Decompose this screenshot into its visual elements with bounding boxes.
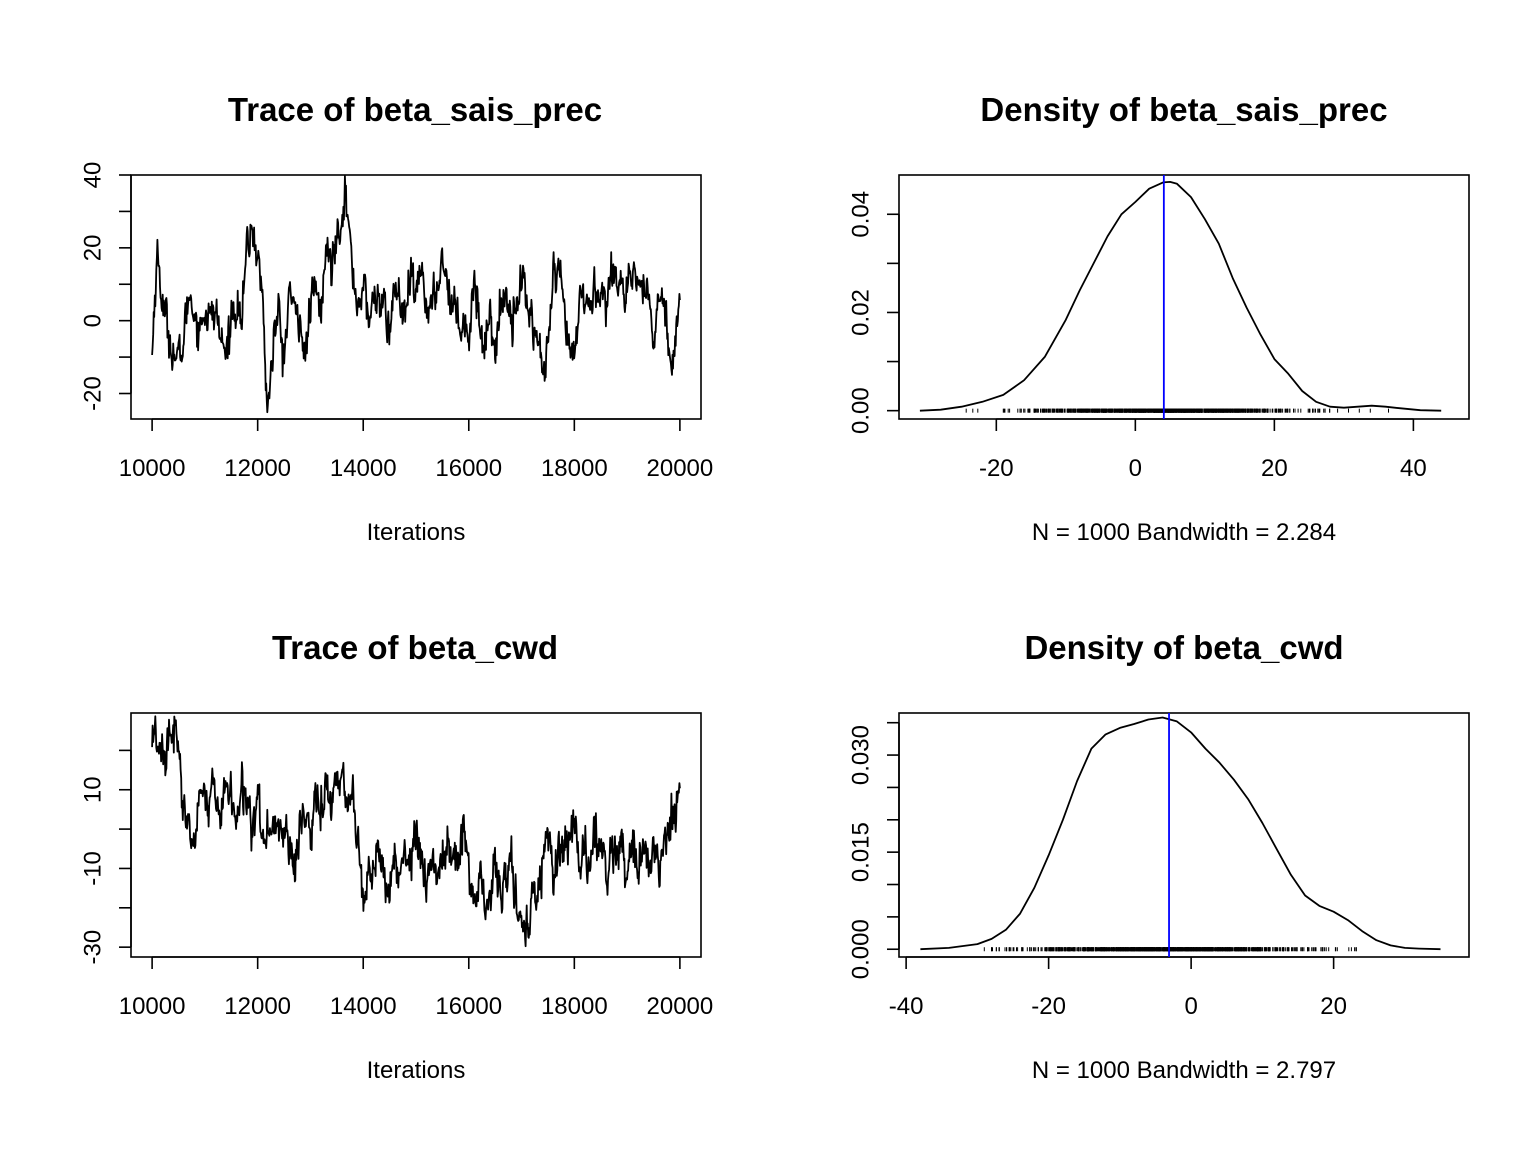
x-axis-label: Iterations <box>367 519 466 546</box>
y-axis: -20 0 20 40 <box>80 162 132 411</box>
plot-title: Density of beta_cwd <box>1024 629 1343 666</box>
x-tick-label: 20 <box>1261 455 1288 482</box>
x-axis: 10000 12000 14000 16000 18000 20000 <box>119 418 714 482</box>
x-tick-label: -20 <box>1031 993 1066 1020</box>
y-tick-label: -10 <box>80 851 107 886</box>
x-axis: 10000 12000 14000 16000 18000 20000 <box>119 956 714 1020</box>
x-tick-label: 12000 <box>224 993 291 1020</box>
plot-title: Trace of beta_cwd <box>272 629 558 666</box>
x-axis-label: N = 1000 Bandwidth = 2.797 <box>1032 1057 1336 1084</box>
x-axis: -20 0 20 40 <box>979 418 1427 482</box>
y-tick-label: 0.00 <box>848 387 875 434</box>
y-axis: 0.000 0.015 0.030 <box>848 721 900 979</box>
trace-line <box>151 715 681 948</box>
panel-trace-beta-cwd: Trace of beta_cwd 10000 12000 14000 16000 18… <box>80 629 714 1084</box>
plot-area <box>151 715 681 948</box>
y-tick-label: 0.04 <box>848 191 875 238</box>
rug-marks <box>965 408 1389 413</box>
rug-marks <box>983 947 1357 952</box>
y-tick-label: 0.000 <box>848 919 875 979</box>
plot-title: Density of beta_sais_prec <box>980 91 1387 128</box>
y-axis: -30 -10 10 <box>80 749 132 965</box>
trace-line <box>151 175 681 414</box>
density-curve <box>920 716 1441 951</box>
density-curve <box>919 180 1442 412</box>
x-tick-label: 0 <box>1184 993 1197 1020</box>
y-axis: 0.00 0.02 0.04 <box>848 191 900 434</box>
x-axis-label: N = 1000 Bandwidth = 2.284 <box>1032 519 1336 546</box>
x-tick-label: 20000 <box>647 455 714 482</box>
x-tick-label: 14000 <box>330 455 397 482</box>
x-tick-label: -20 <box>979 455 1014 482</box>
x-axis-label: Iterations <box>367 1057 466 1084</box>
x-tick-label: 10000 <box>119 993 186 1020</box>
x-tick-label: 12000 <box>224 455 291 482</box>
x-tick-label: -40 <box>889 993 924 1020</box>
x-tick-label: 40 <box>1400 455 1427 482</box>
panel-trace-beta-sais-prec: Trace of beta_sais_prec 10000 12000 14000 1… <box>80 91 714 546</box>
y-tick-label: -30 <box>80 930 107 965</box>
x-axis: -40 -20 0 20 <box>889 956 1347 1020</box>
plot-area <box>919 175 1442 419</box>
plot-area <box>151 175 681 414</box>
y-tick-label: 0 <box>80 314 107 327</box>
y-tick-label: 40 <box>80 162 107 189</box>
x-tick-label: 20 <box>1320 993 1347 1020</box>
x-tick-label: 16000 <box>435 455 502 482</box>
y-tick-label: 20 <box>80 234 107 261</box>
y-tick-label: 0.02 <box>848 289 875 336</box>
panel-density-beta-sais-prec: Density of beta_sais_prec -20 0 20 40 0.000… <box>848 91 1470 546</box>
plot-title: Trace of beta_sais_prec <box>228 91 602 128</box>
x-tick-label: 20000 <box>647 993 714 1020</box>
plot-area <box>920 713 1441 957</box>
panel-density-beta-cwd: Density of beta_cwd -40 -20 0 20 0.000 0.015… <box>848 629 1470 1084</box>
x-tick-label: 16000 <box>435 993 502 1020</box>
x-tick-label: 18000 <box>541 993 608 1020</box>
y-tick-label: -20 <box>80 376 107 411</box>
x-tick-label: 10000 <box>119 455 186 482</box>
y-tick-label: 0.015 <box>848 822 875 882</box>
y-tick-label: 10 <box>80 776 107 803</box>
x-tick-label: 14000 <box>330 993 397 1020</box>
x-tick-label: 18000 <box>541 455 608 482</box>
y-tick-label: 0.030 <box>848 725 875 785</box>
x-tick-label: 0 <box>1129 455 1142 482</box>
